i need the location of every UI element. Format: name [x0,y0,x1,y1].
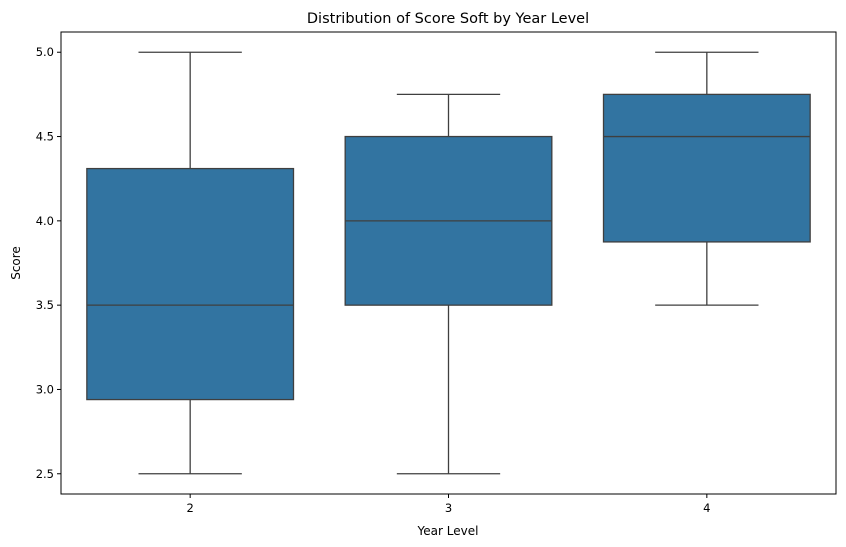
x-axis-label: Year Level [417,524,479,538]
y-tick-label: 3.0 [36,382,54,396]
box-iqr [86,167,295,401]
box-iqr [602,93,811,243]
y-tick-label: 2.5 [36,467,54,481]
x-tick-label: 2 [187,501,194,515]
x-tick-label: 4 [703,501,710,515]
x-tick-label: 3 [445,501,452,515]
y-tick-label: 5.0 [36,45,54,59]
y-tick-label: 4.0 [36,214,54,228]
y-tick-label: 4.5 [36,130,54,144]
chart-title: Distribution of Score Soft by Year Level [307,11,589,27]
plot-area: 2.5 3.0 3.5 4.0 4.5 5.0 2 3 4 [36,31,837,515]
y-axis-label: Score [9,246,23,280]
y-tick-label: 3.5 [36,298,54,312]
